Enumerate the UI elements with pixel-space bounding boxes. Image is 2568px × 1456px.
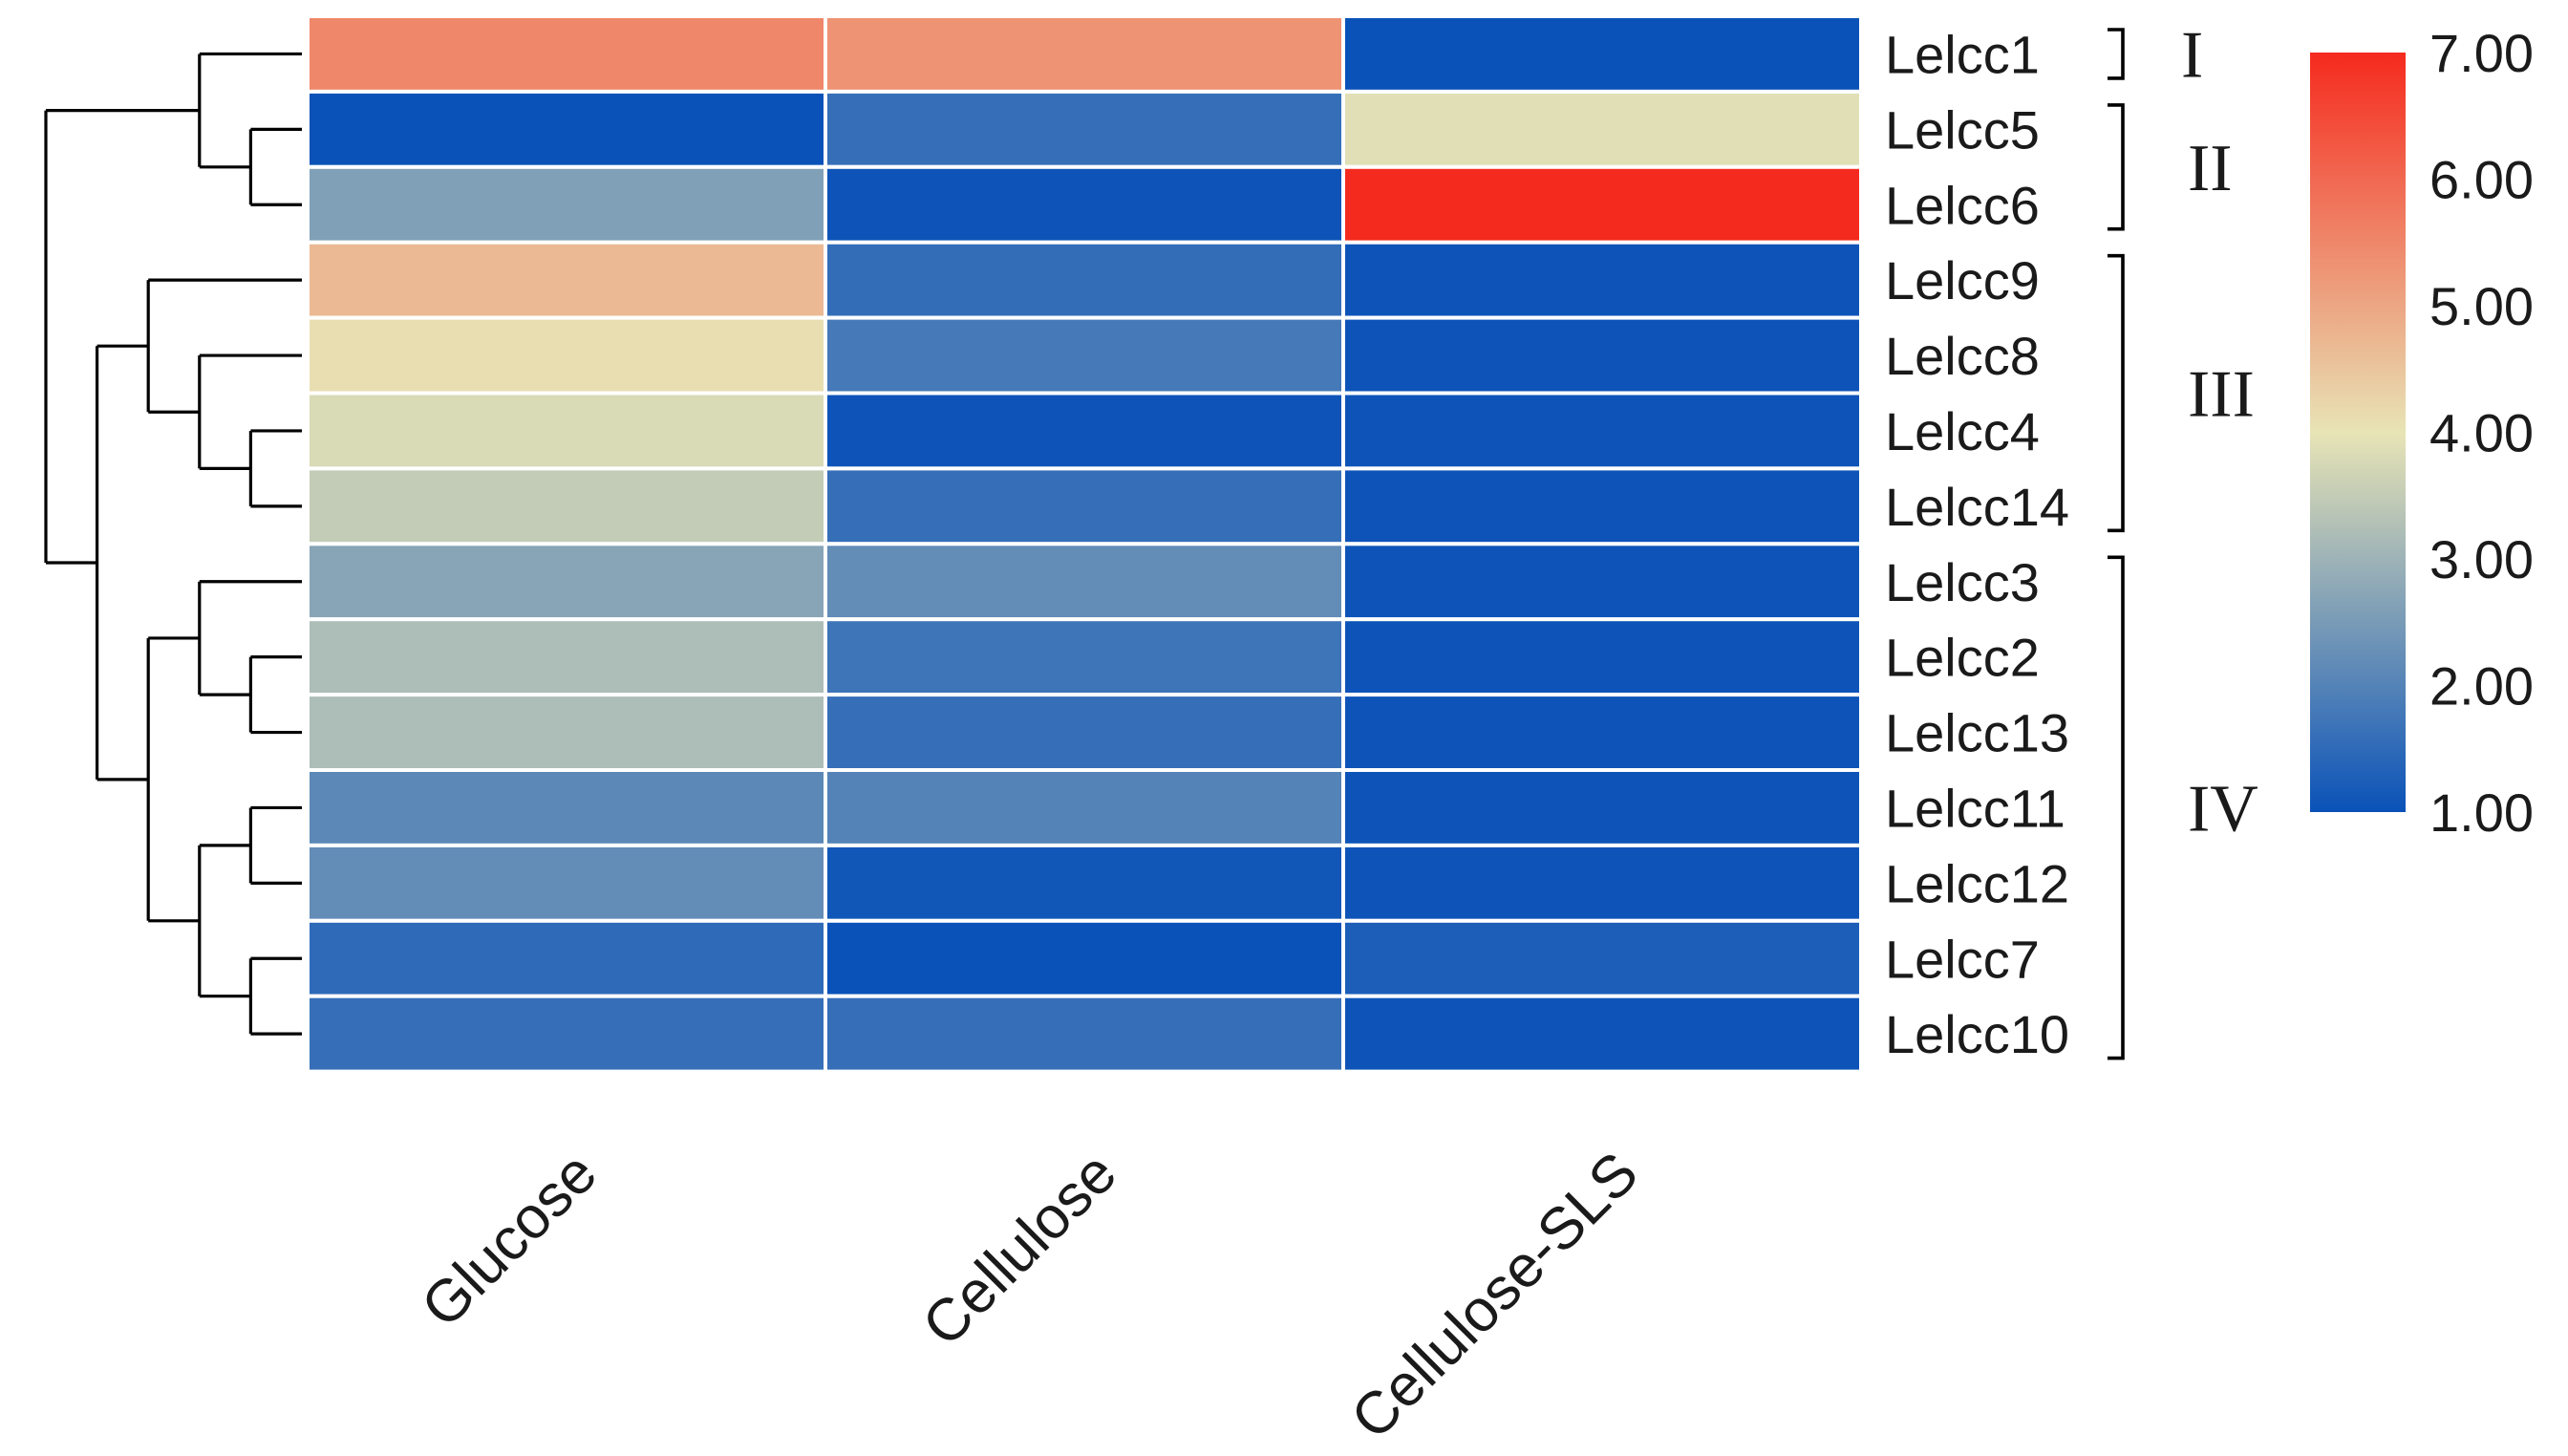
heatmap-cell [306, 89, 827, 169]
row-label: Lelcc8 [1885, 326, 2040, 386]
heatmap-cell [1341, 693, 1863, 772]
heatmap-cell [306, 164, 827, 245]
color-legend: 7.00 6.00 5.00 4.00 3.00 2.00 1.00 [2310, 23, 2534, 843]
row-label: Lelcc5 [1885, 99, 2040, 160]
row-label: Lelcc14 [1885, 477, 2069, 537]
row-label: Lelcc11 [1885, 778, 2065, 838]
heatmap-cell [306, 466, 827, 546]
heatmap-cell [1341, 918, 1863, 998]
heatmap-cell [824, 768, 1345, 847]
heatmap-cell [1341, 315, 1863, 396]
colorbar-tick-label: 5.00 [2429, 276, 2534, 336]
heatmap-cell [824, 164, 1345, 245]
heatmap-cell [306, 240, 827, 320]
heatmap-cell [1341, 768, 1863, 847]
heatmap-cell [306, 843, 827, 923]
heatmap-cell [824, 617, 1345, 697]
row-dendrogram [44, 52, 302, 1036]
row-label: Lelcc3 [1885, 552, 2040, 612]
heatmap-cell [306, 693, 827, 772]
column-label: Cellulose-SLS [1338, 1140, 1651, 1452]
heatmap-cell [824, 466, 1345, 546]
heatmap-cell [1341, 466, 1863, 546]
heatmap-cell [306, 918, 827, 998]
group-label: II [2188, 132, 2233, 205]
group-label: I [2181, 18, 2203, 92]
heatmap-cell [306, 542, 827, 622]
heatmap-cell [824, 14, 1345, 94]
group-bracket [2108, 28, 2125, 80]
colorbar-tick-label: 2.00 [2429, 656, 2534, 717]
heatmap-cell [306, 315, 827, 396]
row-label: Lelcc7 [1885, 929, 2040, 989]
group-bracket [2108, 555, 2125, 1060]
heatmap-cell [824, 391, 1345, 471]
heatmap-cell [824, 693, 1345, 772]
heatmap-cell [824, 918, 1345, 998]
colorbar [2310, 53, 2406, 812]
column-label: Cellulose [910, 1140, 1129, 1359]
heatmap-cell [824, 240, 1345, 320]
heatmap-cells [306, 14, 1863, 1074]
colorbar-tick-label: 1.00 [2429, 782, 2534, 843]
heatmap-cell [306, 391, 827, 471]
row-label: Lelcc6 [1885, 175, 2040, 235]
row-label: Lelcc2 [1885, 628, 2040, 688]
row-label: Lelcc1 [1885, 24, 2040, 84]
heatmap-cell [306, 994, 827, 1074]
heatmap-cell [306, 617, 827, 697]
group-label: III [2188, 358, 2255, 432]
heatmap-cell [1341, 617, 1863, 697]
row-labels: Lelcc1 Lelcc5 Lelcc6 Lelcc9 Lelcc8 Lelcc4 Lelc… [1885, 24, 2069, 1064]
heatmap-cell [306, 14, 827, 94]
heatmap-cell [824, 994, 1345, 1074]
column-labels: Glucose Cellulose Cellulose-SLS [409, 1140, 1651, 1452]
row-label: Lelcc9 [1885, 250, 2040, 310]
group-bracket [2108, 103, 2125, 231]
heatmap-cell [1341, 240, 1863, 320]
row-label: Lelcc13 [1885, 703, 2069, 763]
heatmap-cell [824, 315, 1345, 396]
column-label: Glucose [409, 1140, 610, 1340]
row-label: Lelcc12 [1885, 853, 2069, 913]
colorbar-tick-label: 6.00 [2429, 150, 2534, 210]
group-bracket [2108, 253, 2125, 533]
heatmap-cell [1341, 994, 1863, 1074]
group-label: IV [2188, 772, 2258, 846]
colorbar-tick-label: 4.00 [2429, 403, 2534, 463]
row-label: Lelcc10 [1885, 1004, 2069, 1064]
row-label: Lelcc4 [1885, 401, 2040, 461]
colorbar-tick-label: 7.00 [2429, 23, 2534, 83]
heatmap-cell [1341, 391, 1863, 471]
heatmap-cell [824, 542, 1345, 622]
heatmap-cell [824, 843, 1345, 923]
colorbar-tick-label: 3.00 [2429, 529, 2534, 589]
heatmap-cell [824, 89, 1345, 169]
heatmap-cell [1341, 843, 1863, 923]
heatmap-cell [306, 768, 827, 847]
heatmap-cell [1341, 14, 1863, 94]
heatmap-cell [1341, 164, 1863, 245]
heatmap-cell [1341, 89, 1863, 169]
heatmap-cell [1341, 542, 1863, 622]
